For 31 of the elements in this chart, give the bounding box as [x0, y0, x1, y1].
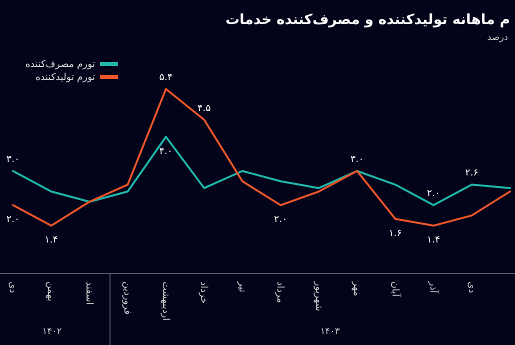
data-label: ۵.۴ [159, 72, 173, 83]
data-label: ۲.۰ [274, 214, 288, 226]
x-tick-label: اردیبهشت [160, 282, 171, 321]
x-tick-label: آبان [389, 282, 402, 298]
data-label: ۴.۰ [159, 146, 173, 157]
x-tick-label: خرداد [198, 282, 210, 304]
text: ۱۴۰۳ [320, 327, 340, 337]
x-tick-label: آذر [428, 280, 440, 294]
x-tick-label: فروردین [122, 282, 133, 315]
text: ۱۴۰۲ [42, 327, 62, 337]
data-label: ۳.۰ [6, 154, 20, 165]
data-label: ۱.۶ [388, 228, 402, 239]
legend-label: تورم تولیدکننده [35, 72, 96, 83]
x-tick-label: دی [466, 282, 477, 294]
x-tick-label: بهمن [45, 282, 56, 302]
data-label: ۱.۴ [426, 234, 440, 246]
data-label: ۴.۵ [198, 102, 211, 114]
data-label: ۲.۰ [426, 188, 440, 200]
chart-subtitle: درصد [487, 33, 508, 43]
x-tick-label: دی [7, 282, 18, 294]
data-label: ۲.۰ [6, 214, 20, 226]
x-tick-label: مرداد [274, 282, 286, 303]
chart-title: م ماهانه تولیدکننده و مصرف‌کننده خدمات [225, 12, 510, 28]
data-label: ۱.۴ [44, 234, 58, 246]
x-tick-label: مهر [351, 280, 362, 296]
x-tick-label: تیر [236, 280, 248, 293]
x-tick-label: اسفند [83, 282, 94, 305]
x-tick-label: شهریور [312, 280, 324, 312]
data-label: ۲.۶ [465, 168, 478, 179]
legend-label: تورم مصرف‌کننده [25, 59, 96, 70]
data-label: ۳.۰ [350, 154, 364, 165]
